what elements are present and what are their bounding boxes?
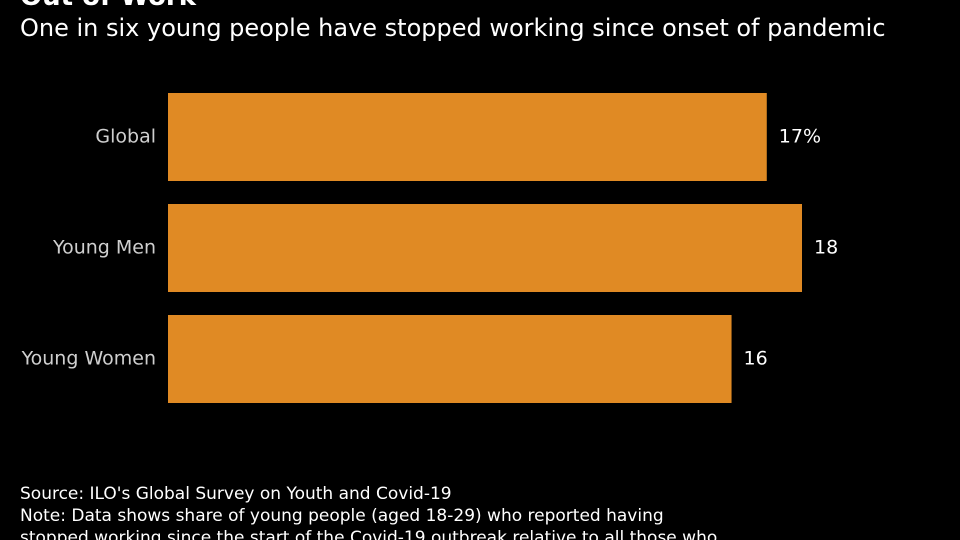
bar-young-men: [168, 204, 802, 292]
chart-footer: Source: ILO's Global Survey on Youth and…: [20, 483, 717, 540]
chart-title: Out of Work: [20, 0, 196, 12]
data-label: 16: [744, 348, 768, 370]
chart-subtitle: One in six young people have stopped wor…: [20, 14, 886, 42]
data-label: 18: [814, 237, 838, 259]
data-note-line-1: Note: Data shows share of young people (…: [20, 506, 664, 526]
bar-global: [168, 93, 767, 181]
data-label: 17%: [779, 126, 821, 148]
category-label: Young Men: [52, 237, 156, 259]
bar-young-women: [168, 315, 732, 403]
source-note: Source: ILO's Global Survey on Youth and…: [20, 484, 452, 504]
category-label: Global: [95, 126, 156, 148]
data-note-line-2: stopped working since the start of the C…: [20, 528, 718, 540]
bar-chart: Global 17% Young Men 18 Young Women 16: [21, 93, 838, 403]
category-label: Young Women: [21, 348, 156, 370]
